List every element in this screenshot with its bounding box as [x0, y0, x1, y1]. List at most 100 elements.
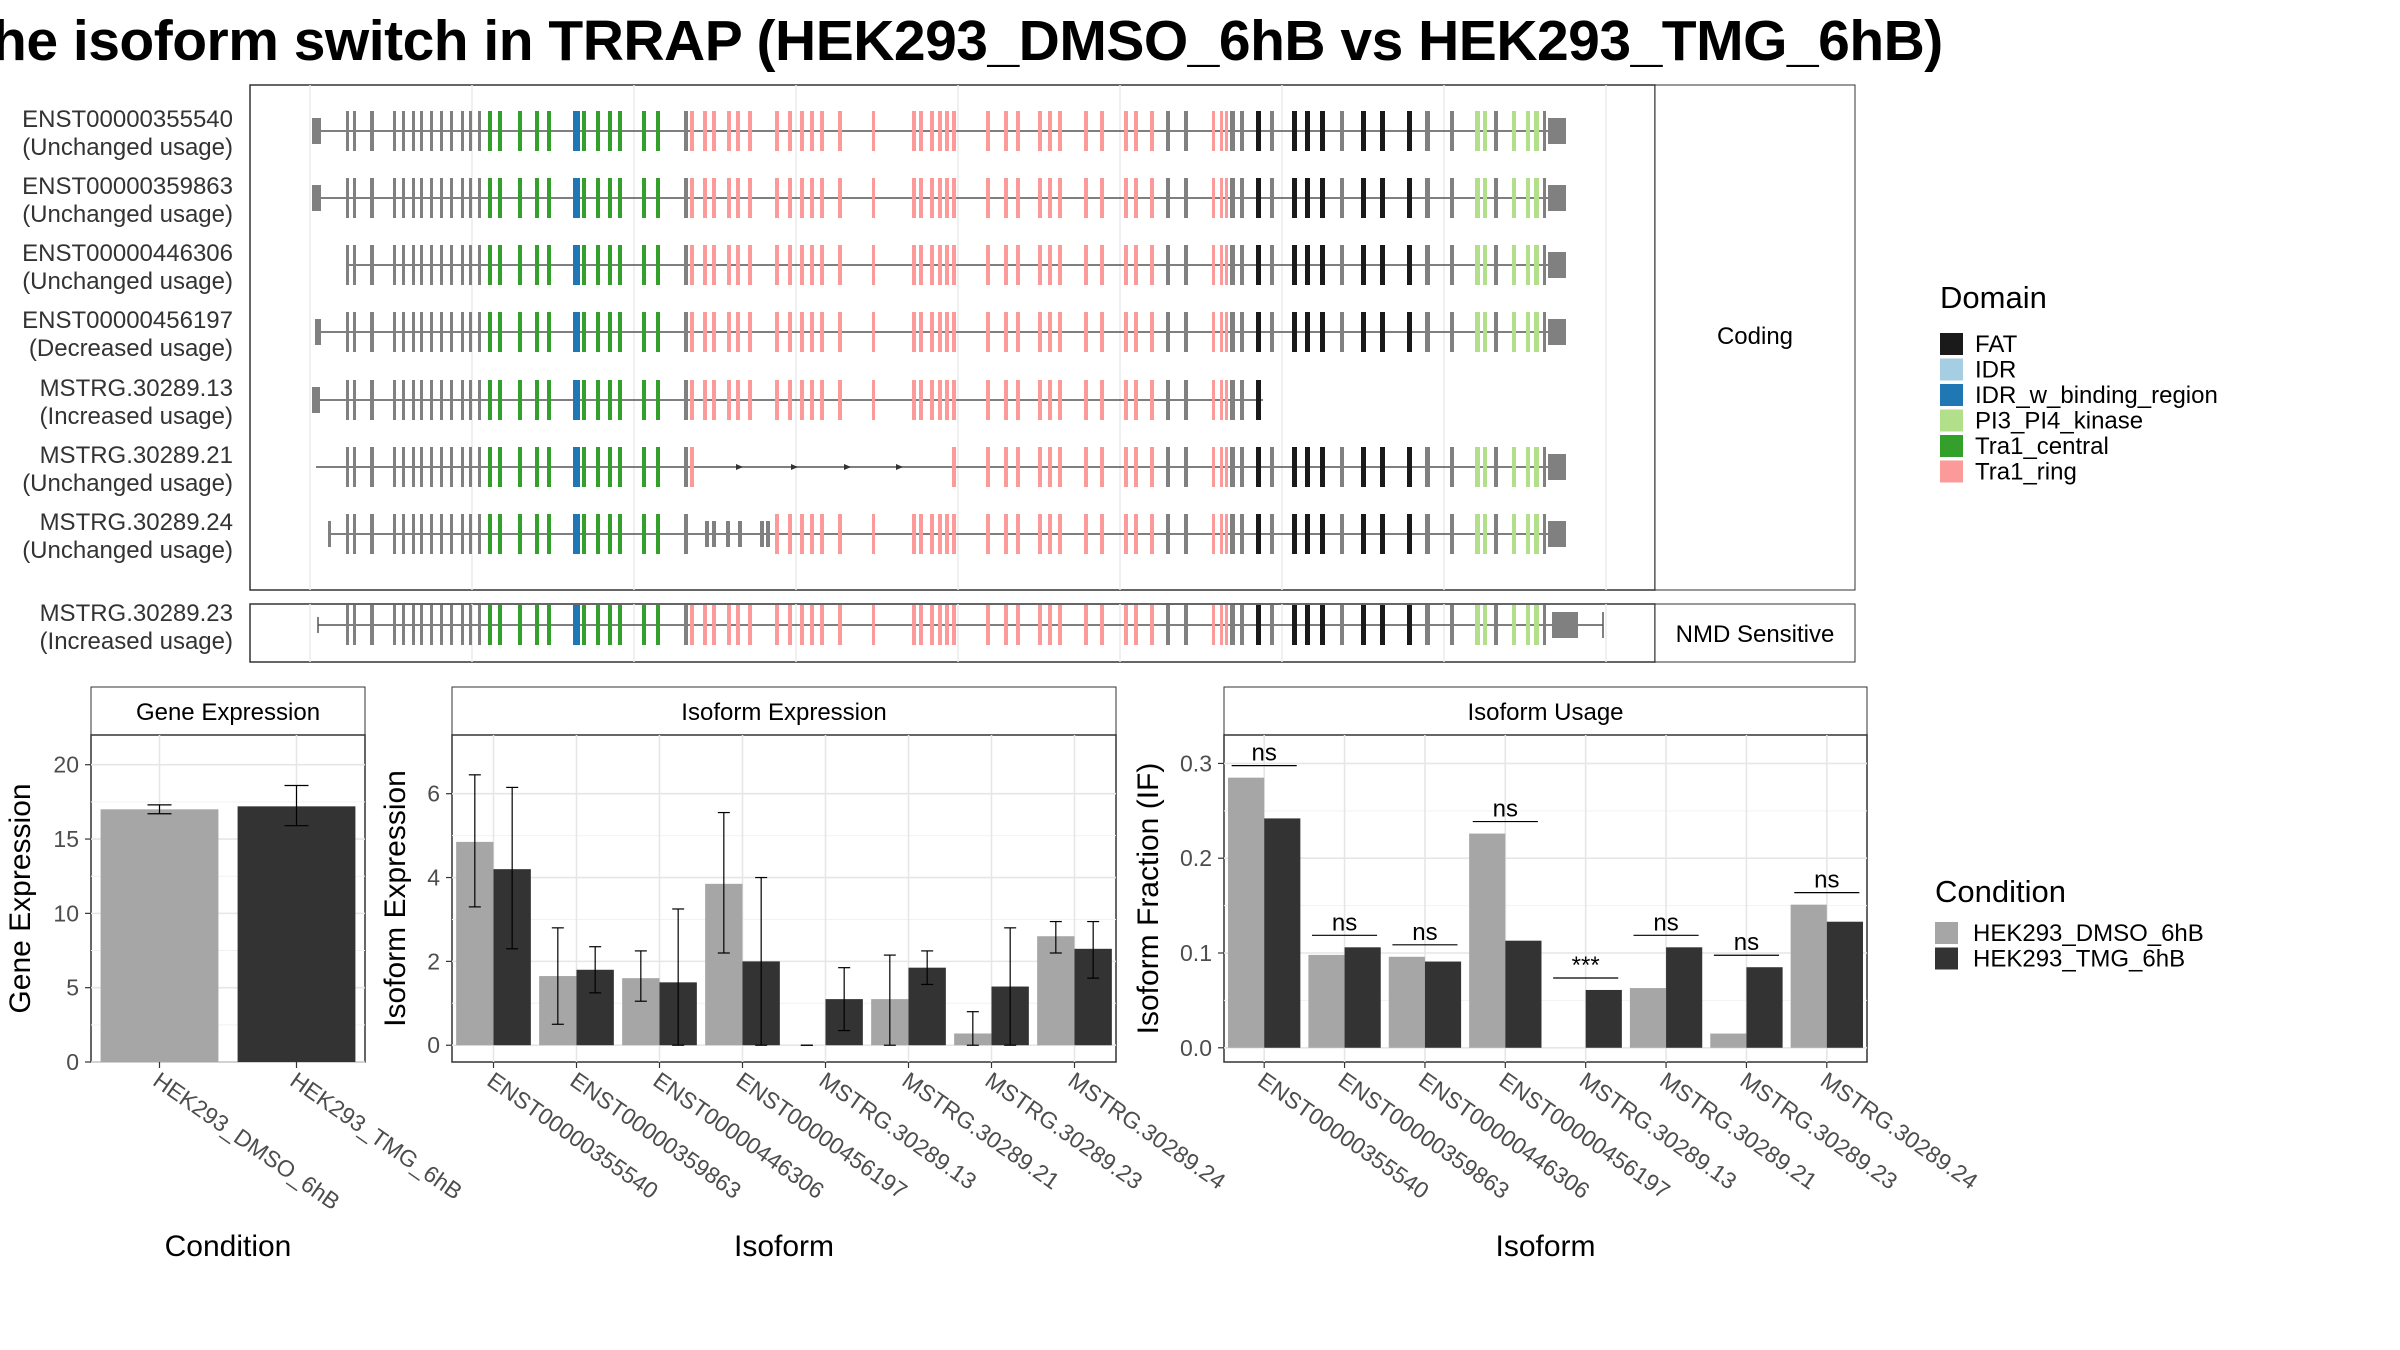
exon: [712, 521, 716, 547]
exon: [736, 380, 740, 420]
exon: [748, 245, 752, 285]
exon: [820, 178, 824, 218]
exon: [872, 312, 875, 352]
exon: [478, 178, 481, 218]
facet-strip-nmd: [1654, 603, 1856, 663]
exon: [1270, 178, 1274, 218]
exon: [748, 312, 752, 352]
exon: [1340, 514, 1344, 554]
exon: [1425, 178, 1430, 218]
exon: [1124, 178, 1128, 218]
exon: [1016, 605, 1020, 645]
legend-label-pi3-pi4-kinase: PI3_PI4_kinase: [1975, 408, 2143, 435]
exon: [461, 447, 464, 487]
exon: [1004, 447, 1008, 487]
exon: [810, 245, 814, 285]
exon: [618, 245, 622, 285]
exon: [1038, 514, 1042, 554]
exon: [684, 380, 688, 420]
exon: [1220, 447, 1223, 487]
exon: [1225, 447, 1228, 487]
exon: [353, 514, 356, 554]
exon: [1016, 111, 1020, 151]
exon: [498, 245, 502, 285]
exon: [1305, 178, 1310, 218]
exon: [1543, 447, 1546, 487]
exon: [703, 312, 707, 352]
exon: [1184, 312, 1188, 352]
exon: [430, 245, 433, 285]
exon: [573, 514, 580, 554]
exon: [498, 605, 502, 645]
exon: [930, 605, 934, 645]
panel-title: Isoform Expression: [681, 699, 886, 726]
exon: [353, 312, 356, 352]
exon: [1212, 178, 1215, 218]
exon: [1380, 178, 1385, 218]
exon: [656, 178, 660, 218]
exon: [402, 111, 405, 151]
exon: [618, 514, 622, 554]
exon: [788, 245, 792, 285]
exon: [393, 111, 396, 151]
exon: [703, 380, 707, 420]
exon: [1058, 447, 1062, 487]
exon: [1038, 447, 1042, 487]
exon: [1340, 178, 1344, 218]
exon: [1475, 111, 1480, 151]
exon: [1534, 447, 1539, 487]
exon: [1038, 178, 1042, 218]
exon: [952, 380, 956, 420]
exon: [656, 605, 660, 645]
exon: [690, 312, 694, 352]
exon: [618, 178, 622, 218]
exon: [1305, 447, 1310, 487]
exon: [938, 312, 942, 352]
exon: [1340, 111, 1344, 151]
exon: [1305, 514, 1310, 554]
bar: [1264, 818, 1301, 1048]
exon: [518, 514, 522, 554]
exon: [450, 111, 453, 151]
exon: [1230, 447, 1235, 487]
exon: [1212, 245, 1215, 285]
exon: [1134, 380, 1138, 420]
exon: [930, 111, 934, 151]
isoform-status: (Increased usage): [40, 403, 233, 430]
exon: [573, 380, 580, 420]
exon: [618, 447, 622, 487]
exon: [1543, 178, 1546, 218]
isoform-label: ENST00000359863: [22, 173, 233, 200]
exon: [370, 245, 374, 285]
utr-exon: [315, 319, 321, 345]
exon: [469, 245, 472, 285]
exon: [582, 312, 586, 352]
exon: [1240, 111, 1244, 151]
exon: [1150, 380, 1154, 420]
exon: [938, 380, 942, 420]
exon: [1084, 447, 1088, 487]
exon: [1425, 312, 1430, 352]
exon: [535, 245, 539, 285]
exon: [712, 380, 716, 420]
exon: [488, 312, 492, 352]
exon: [1425, 605, 1430, 645]
exon: [1494, 178, 1498, 218]
exon: [1450, 245, 1454, 285]
exon: [810, 312, 814, 352]
exon: [461, 178, 464, 218]
exon: [736, 312, 740, 352]
isoform-label: MSTRG.30289.23: [40, 600, 233, 627]
exon: [1526, 605, 1530, 645]
exon: [596, 245, 600, 285]
exon: [736, 245, 740, 285]
exon: [518, 312, 522, 352]
exon: [488, 605, 492, 645]
exon: [461, 380, 464, 420]
exon: [820, 514, 824, 554]
exon: [1361, 514, 1366, 554]
exon: [872, 245, 875, 285]
exon: [1407, 111, 1412, 151]
exon: [1016, 312, 1020, 352]
exon: [1270, 605, 1274, 645]
